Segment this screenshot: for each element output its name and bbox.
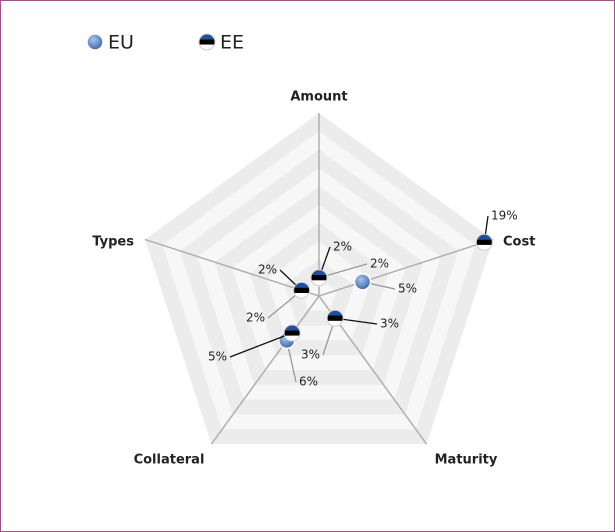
flag-band bbox=[293, 287, 310, 294]
axis-label: Cost bbox=[503, 235, 535, 250]
flag bbox=[293, 282, 310, 299]
marker bbox=[310, 269, 328, 287]
axis-label: Amount bbox=[290, 90, 347, 105]
marker-ring bbox=[475, 233, 493, 251]
flag-band bbox=[476, 244, 493, 251]
flag-band bbox=[311, 275, 327, 281]
marker bbox=[293, 281, 311, 299]
value-label: 3% bbox=[380, 317, 399, 331]
value-label: 2% bbox=[246, 311, 265, 325]
flag bbox=[284, 325, 301, 342]
value-label: 2% bbox=[333, 240, 352, 254]
axis-line bbox=[144, 238, 320, 297]
value-label: 3% bbox=[301, 348, 320, 362]
flag-band bbox=[293, 282, 310, 288]
axis-label: Collateral bbox=[134, 453, 205, 468]
axis-label: Types bbox=[92, 235, 134, 250]
legend-label: EU bbox=[108, 32, 134, 54]
value-label: 2% bbox=[370, 257, 389, 271]
legend-label: EE bbox=[220, 32, 244, 54]
flag bbox=[199, 34, 215, 50]
flag-band bbox=[293, 293, 310, 299]
flag-band bbox=[284, 330, 301, 336]
legend-marker bbox=[86, 33, 104, 51]
marker bbox=[353, 273, 372, 291]
flag-band bbox=[327, 315, 344, 321]
marker bbox=[326, 309, 344, 327]
flag bbox=[327, 310, 344, 327]
flag-band bbox=[199, 39, 215, 45]
axis-label: Maturity bbox=[435, 453, 498, 468]
flag-band bbox=[311, 280, 327, 286]
leader-line bbox=[229, 332, 293, 358]
value-label: 5% bbox=[208, 350, 227, 364]
flag-band bbox=[476, 239, 493, 245]
marker bbox=[283, 324, 301, 342]
marker-ring bbox=[326, 309, 344, 327]
flag bbox=[311, 269, 327, 286]
flag-band bbox=[476, 234, 493, 240]
axis-line bbox=[210, 295, 320, 445]
value-label: 5% bbox=[398, 282, 417, 296]
flag-band bbox=[199, 34, 215, 40]
marker-ring bbox=[283, 324, 301, 342]
value-label: 6% bbox=[299, 375, 318, 389]
flag-band bbox=[327, 310, 344, 316]
flag-band bbox=[199, 44, 215, 50]
marker-ring bbox=[198, 33, 216, 51]
value-label: 2% bbox=[258, 263, 277, 277]
flag-band bbox=[327, 320, 344, 327]
marker bbox=[475, 233, 493, 251]
value-label: 19% bbox=[491, 209, 518, 223]
marker-ring bbox=[310, 269, 328, 287]
flag-band bbox=[311, 269, 327, 276]
flag-band bbox=[284, 325, 301, 331]
flag bbox=[476, 234, 493, 251]
marker-ring bbox=[293, 281, 311, 299]
flag-band bbox=[284, 335, 301, 342]
axis-line bbox=[318, 238, 494, 297]
legend-marker bbox=[198, 33, 216, 51]
